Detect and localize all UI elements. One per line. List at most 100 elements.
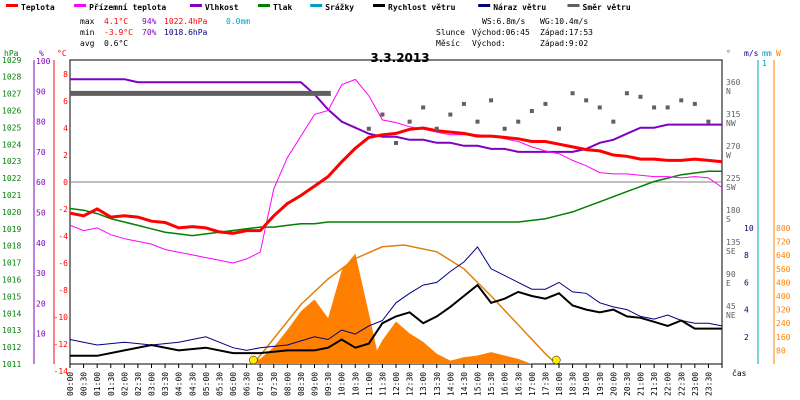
- wind-direction-point: [434, 126, 439, 131]
- x-tick-label: 20:30: [623, 372, 632, 396]
- stats-avg-temp: 0.6°C: [104, 39, 128, 48]
- dir-tick-label: 180: [726, 206, 741, 215]
- wind-direction-point: [692, 101, 697, 106]
- wind-direction-point: [394, 140, 398, 145]
- x-tick-label: 20:00: [609, 372, 618, 396]
- x-tick-label: 13:00: [419, 372, 428, 396]
- wind-direction-point: [448, 112, 453, 117]
- stats-moon-rise: Východ:: [472, 39, 506, 48]
- hpa-tick-label: 1014: [2, 309, 21, 318]
- temp-tick-label: -14: [54, 367, 69, 376]
- wind-direction-point: [706, 119, 711, 124]
- w-tick-label: 160: [776, 333, 791, 342]
- dir-tick-label: 270: [726, 142, 741, 151]
- legend-label: Teplota: [21, 3, 55, 12]
- x-tick-label: 05:30: [215, 372, 224, 396]
- pct-tick-label: 50: [36, 209, 46, 218]
- wind-direction-point: [611, 119, 616, 124]
- w-tick-label: 640: [776, 251, 791, 260]
- x-tick-label: 18:30: [569, 372, 578, 396]
- legend: Teplota Přízemní teplota Vlhkost Tlak Srážky…: [6, 2, 631, 12]
- hpa-tick-label: 1024: [2, 140, 21, 149]
- x-tick-label: 17:00: [528, 372, 537, 396]
- dir-compass-label: SW: [726, 183, 736, 192]
- x-tick-label: 09:00: [311, 372, 320, 396]
- wind-direction-point: [557, 126, 561, 131]
- solar-theoretical-line: [252, 244, 557, 365]
- temp-tick-label: -8: [58, 286, 68, 295]
- temp-tick-label: -10: [54, 313, 69, 322]
- ms-tick-label: 10: [744, 224, 754, 233]
- stats-min-press: 1018.6hPa: [164, 28, 208, 37]
- wind-direction-point: [407, 119, 412, 124]
- legend-swatch: [478, 4, 491, 7]
- x-tick-label: 23:00: [691, 372, 700, 396]
- hpa-tick-label: 1022: [2, 174, 21, 183]
- temp-tick-label: 2: [63, 151, 68, 160]
- wind-direction-point: [638, 94, 643, 99]
- x-tick-label: 05:00: [202, 372, 211, 396]
- w-tick-label: 720: [776, 238, 791, 247]
- x-tick-label: 10:30: [351, 372, 360, 396]
- solar-radiation-area: [246, 253, 546, 364]
- wind-direction-point: [461, 101, 466, 106]
- dir-unit-label: °: [726, 49, 731, 58]
- legend-swatch: [6, 4, 18, 7]
- temp-tick-label: 8: [63, 70, 68, 79]
- stats-moon-label: Měsíc: [436, 39, 460, 48]
- dir-compass-label: N: [726, 87, 731, 96]
- legend-label: Tlak: [273, 3, 292, 12]
- x-unit-label: čas: [732, 368, 747, 378]
- x-tick-label: 12:00: [392, 372, 401, 396]
- legend-swatch: [74, 4, 87, 7]
- stats-max-rain: 0.0mm: [226, 17, 250, 26]
- x-tick-label: 11:00: [365, 372, 374, 396]
- x-tick-label: 03:00: [148, 372, 157, 396]
- x-tick-label: 22:30: [677, 372, 686, 396]
- hpa-tick-label: 1020: [2, 208, 21, 217]
- stats-min-hum: 70%: [142, 28, 157, 37]
- hpa-unit-label: hPa: [4, 49, 19, 58]
- grey-bar: [70, 90, 331, 96]
- ms-tick-label: 6: [744, 278, 749, 287]
- mm-tick-label: 1: [762, 59, 767, 68]
- wind-direction-point: [584, 98, 589, 103]
- x-tick-label: 07:30: [270, 372, 279, 396]
- w-tick-label: 560: [776, 265, 791, 274]
- stats-max-temp: 4.1°C: [104, 17, 128, 26]
- x-tick-label: 10:00: [338, 372, 347, 396]
- pct-tick-label: 20: [36, 299, 46, 308]
- x-tick-label: 21:00: [637, 372, 646, 396]
- x-tick-label: 04:30: [188, 372, 197, 396]
- dir-compass-label: NW: [726, 119, 736, 128]
- legend-label: Náraz větru: [493, 2, 546, 12]
- wind-direction-point: [489, 98, 494, 103]
- dir-compass-label: SE: [726, 247, 736, 256]
- legend-swatch: [310, 4, 323, 7]
- hpa-tick-label: 1011: [2, 360, 21, 369]
- stats-max-press: 1022.4hPa: [164, 17, 208, 26]
- hpa-tick-label: 1029: [2, 56, 21, 65]
- dir-compass-label: S: [726, 215, 731, 224]
- x-tick-label: 02:30: [134, 372, 143, 396]
- chart-title: 3.3.2013: [370, 51, 429, 65]
- dir-compass-label: E: [726, 279, 731, 288]
- x-tick-label: 03:30: [161, 372, 170, 396]
- w-tick-label: 80: [776, 346, 786, 355]
- x-tick-label: 06:30: [243, 372, 252, 396]
- wind-direction-point: [679, 98, 684, 103]
- pct-tick-label: 60: [36, 178, 46, 187]
- ground-temperature-line: [69, 78, 723, 264]
- legend-swatch: [258, 4, 270, 7]
- dir-tick-label: 360: [726, 78, 741, 87]
- stats-avg-label: avg: [80, 39, 95, 48]
- x-tick-label: 15:00: [474, 372, 483, 396]
- stats-block: max 4.1°C 94% 1022.4hPa 0.0mm min -3.9°C…: [80, 17, 593, 48]
- legend-label: Přízemní teplota: [89, 3, 166, 12]
- dir-tick-label: 315: [726, 110, 741, 119]
- dir-tick-label: 135: [726, 238, 741, 247]
- dir-tick-label: 90: [726, 270, 736, 279]
- pct-tick-label: 40: [36, 239, 46, 248]
- dir-compass-label: W: [726, 151, 731, 160]
